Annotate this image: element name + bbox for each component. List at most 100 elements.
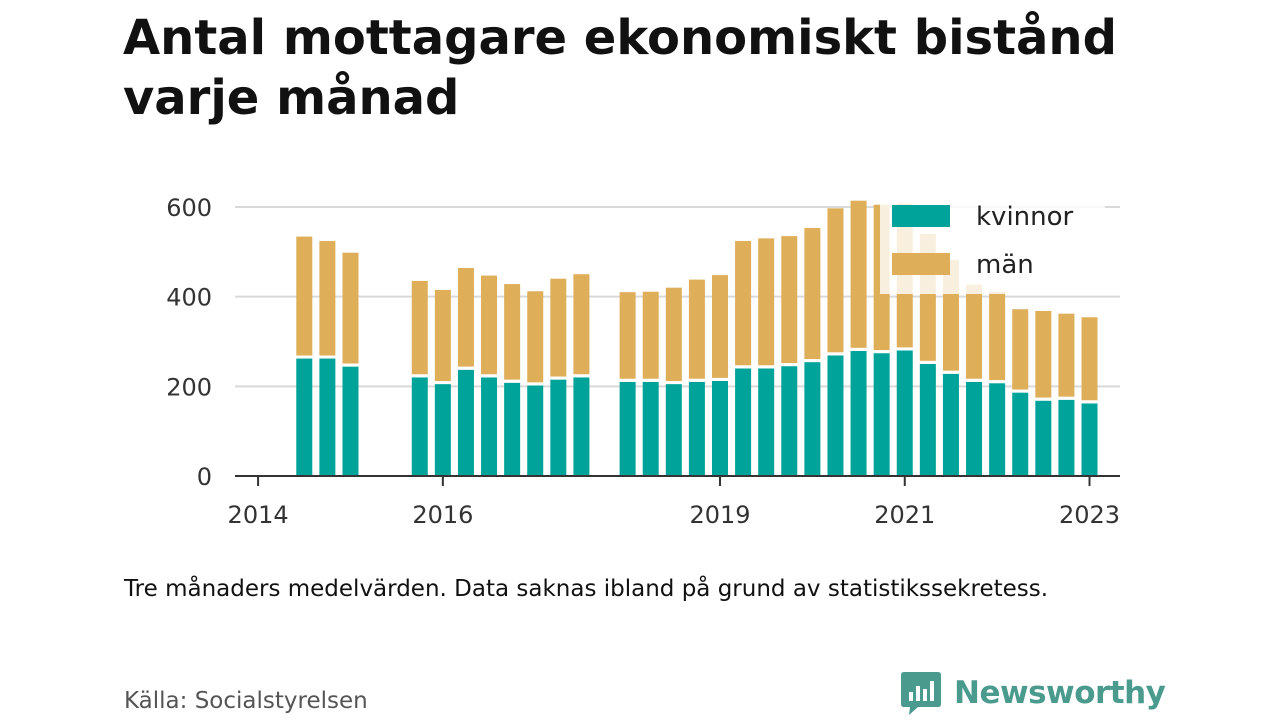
bar-man [619, 292, 636, 379]
bar-man [758, 238, 775, 366]
bar-kvinnor [527, 385, 544, 476]
bar-separator [411, 374, 428, 378]
bar-separator [735, 365, 752, 369]
bar-kvinnor [1058, 399, 1075, 476]
bar-kvinnor [573, 377, 590, 476]
bar-kvinnor [781, 366, 798, 476]
bar-kvinnor [457, 369, 474, 476]
bar-man [804, 228, 821, 360]
bar-man [411, 280, 428, 375]
bar-man [457, 267, 474, 367]
bar-separator [804, 359, 821, 363]
bar-kvinnor [665, 384, 682, 476]
y-tick-label: 400 [166, 284, 212, 312]
bar-separator [504, 379, 521, 383]
legend-label: kvinnor [976, 202, 1074, 232]
bar-man [481, 275, 498, 375]
bar-man [527, 291, 544, 383]
legend-label: män [976, 250, 1034, 280]
bar-separator [919, 360, 936, 364]
axes: 2014 2016 2019 2021 2023 [228, 475, 1120, 529]
bar-kvinnor [411, 377, 428, 476]
bar-kvinnor [319, 358, 336, 476]
bar-separator [1081, 400, 1098, 404]
bar-man [642, 291, 659, 379]
bar-kvinnor [804, 362, 821, 476]
bar-man [735, 241, 752, 366]
bar-separator [457, 366, 474, 370]
bar-man [781, 236, 798, 364]
bar-kvinnor [688, 381, 705, 476]
y-tick-label: 600 [166, 194, 212, 222]
legend: kvinnor män [880, 188, 1105, 294]
bar-man [342, 252, 359, 364]
bar-man [966, 284, 983, 379]
bar-separator [1058, 396, 1075, 400]
bar-separator [481, 374, 498, 378]
bar-separator [550, 376, 567, 380]
bar-kvinnor [504, 382, 521, 476]
bar-man [688, 279, 705, 379]
brand-name: Newsworthy [954, 675, 1166, 711]
bar-separator [1035, 397, 1052, 401]
x-tick-label: 2016 [412, 501, 473, 529]
bar-man [434, 289, 451, 382]
bar-man [827, 208, 844, 353]
y-tick-label: 200 [166, 373, 212, 401]
bar-man [573, 274, 590, 375]
bar-separator [619, 378, 636, 382]
x-tick-label: 2019 [689, 501, 750, 529]
bar-kvinnor [735, 368, 752, 476]
bar-man [319, 241, 336, 356]
bar-separator [527, 382, 544, 386]
bar-man [1058, 313, 1075, 397]
bar-man [1035, 310, 1052, 398]
bar-separator [850, 347, 867, 351]
x-tick-label: 2023 [1059, 501, 1120, 529]
bar-kvinnor [919, 363, 936, 476]
bar-man [711, 275, 728, 378]
bar-kvinnor [827, 355, 844, 476]
bar-kvinnor [758, 368, 775, 476]
bar-kvinnor [481, 377, 498, 476]
bar-kvinnor [966, 381, 983, 476]
bar-man [504, 284, 521, 380]
stacked-bar-chart: 0 200 400 600 2014 2016 2019 2021 2023 kvinnor m… [166, 188, 1121, 529]
bars [296, 200, 1098, 476]
bar-kvinnor [434, 384, 451, 476]
bar-separator [1012, 389, 1029, 393]
bar-kvinnor [711, 380, 728, 476]
bar-man [1012, 309, 1029, 390]
bar-kvinnor [642, 381, 659, 476]
bar-man [296, 236, 313, 356]
brand-logo: Newsworthy [900, 670, 1166, 716]
bar-separator [319, 355, 336, 359]
bar-kvinnor [873, 353, 890, 476]
bar-separator [296, 355, 313, 359]
bar-separator [873, 350, 890, 354]
bar-kvinnor [550, 379, 567, 476]
legend-swatch [892, 253, 950, 275]
bar-separator [827, 352, 844, 356]
bar-separator [781, 363, 798, 367]
chart-title: Antal mottagare ekonomiskt bistånd varje… [123, 10, 1117, 126]
bar-man [1081, 317, 1098, 401]
source-label: Källa: Socialstyrelsen [124, 688, 368, 714]
bar-kvinnor [896, 350, 913, 476]
bar-separator [711, 377, 728, 381]
bar-kvinnor [1081, 403, 1098, 476]
bar-separator [573, 374, 590, 378]
bar-separator [758, 365, 775, 369]
bar-kvinnor [1012, 392, 1029, 476]
bar-man [850, 200, 867, 348]
bar-kvinnor [1035, 400, 1052, 476]
y-tick-label: 0 [197, 463, 212, 491]
x-tick-label: 2021 [874, 501, 935, 529]
bar-man [665, 287, 682, 382]
bar-separator [896, 347, 913, 351]
bar-separator [989, 380, 1006, 384]
bar-separator [942, 370, 959, 374]
x-tick-label: 2014 [228, 501, 289, 529]
bar-separator [434, 381, 451, 385]
bar-separator [642, 378, 659, 382]
